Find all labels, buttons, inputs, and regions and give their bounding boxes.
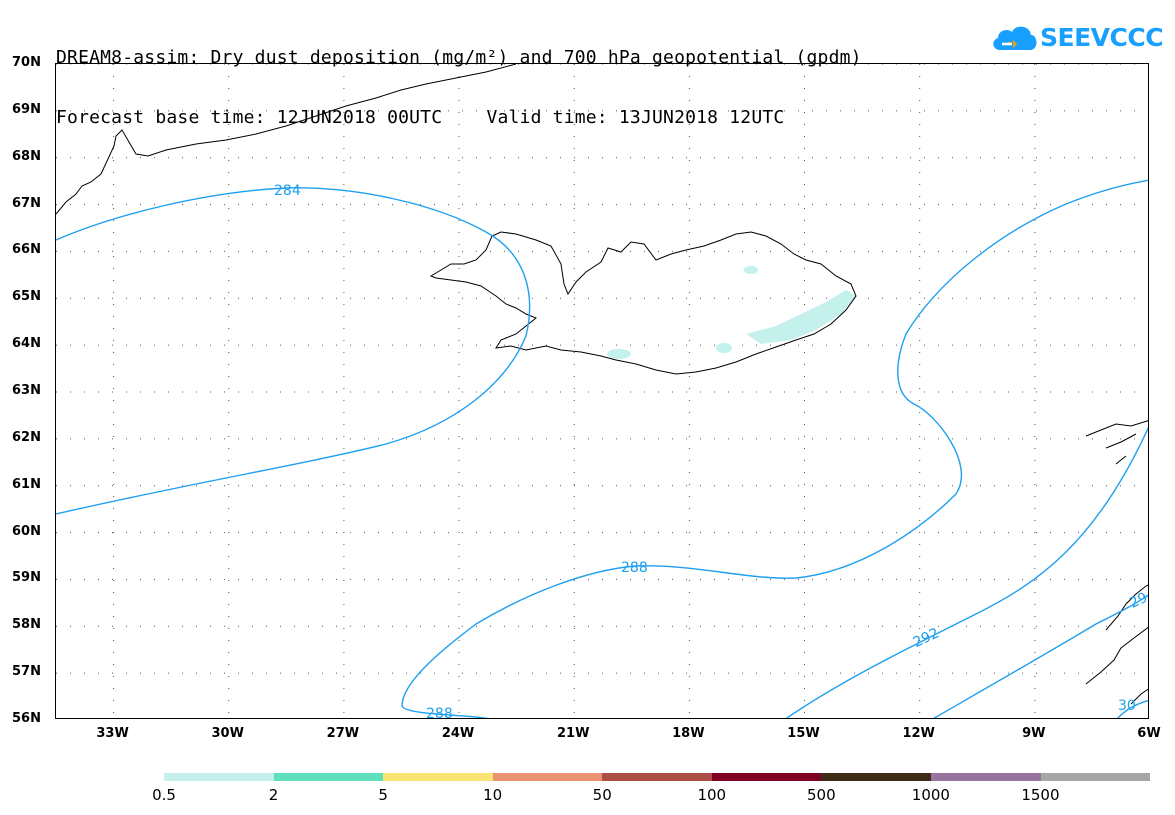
colorbar-label: 50	[592, 786, 612, 804]
lat-label: 60N	[12, 523, 41, 539]
seevccc-logo: SEEVCCC	[990, 20, 1164, 56]
colorbar-label: 5	[378, 786, 388, 804]
colorbar-label: 2	[268, 786, 279, 804]
contour-labels: 284 288 288 292 29 30	[274, 183, 1149, 719]
cloud-logo-icon	[993, 26, 1037, 50]
title-line-2: Forecast base time: 12JUN2018 00UTC Vali…	[56, 107, 785, 128]
lat-label: 56N	[12, 711, 41, 726]
lat-label: 70N	[12, 55, 41, 70]
contour-label-292: 292	[911, 625, 942, 651]
colorbar-segment	[164, 773, 274, 781]
lon-label: 15W	[787, 726, 820, 741]
title-line-1: DREAM8-assim: Dry dust deposition (mg/m²…	[56, 47, 862, 68]
lat-label: 64N	[12, 336, 41, 352]
lon-label: 18W	[672, 726, 705, 741]
logo-text: SEEVCCC	[1040, 23, 1164, 52]
map-canvas: 284 288 288 292 29 30	[56, 64, 1149, 719]
lon-label: 6W	[1137, 726, 1161, 741]
colorbar-segment	[602, 773, 712, 781]
lat-label: 65N	[12, 289, 41, 305]
lon-label: 9W	[1022, 726, 1046, 741]
lat-label: 68N	[12, 148, 41, 164]
contour-288-south	[401, 179, 1148, 718]
contour-label-284: 284	[274, 183, 301, 199]
lat-label: 63N	[12, 383, 41, 398]
lat-label: 69N	[12, 101, 41, 117]
dust-deposition-layer	[607, 266, 856, 359]
lon-label: 24W	[441, 726, 475, 741]
faroe-coast	[1085, 420, 1148, 465]
contour-296	[933, 594, 1148, 718]
lat-label: 59N	[12, 570, 41, 586]
lon-label: 12W	[902, 726, 935, 741]
graticule	[56, 64, 1148, 718]
contour-label-30x: 30	[1118, 698, 1136, 714]
lat-label: 61N	[12, 476, 41, 492]
colorbar-label: 500	[807, 786, 836, 804]
contour-300	[1116, 699, 1148, 718]
lat-label: 58N	[12, 617, 41, 633]
map-title: DREAM8-assim: Dry dust deposition (mg/m²…	[56, 8, 862, 148]
colorbar-label: 10	[483, 786, 503, 804]
lon-label: 21W	[556, 726, 590, 741]
lat-label: 62N	[12, 429, 41, 445]
contour-label-288-center: 288	[621, 560, 648, 576]
iceland-coast	[429, 231, 857, 375]
colorbar	[164, 773, 1151, 781]
colorbar-label: 1500	[1021, 786, 1060, 804]
dust-patch	[716, 343, 732, 353]
coastlines	[56, 64, 1148, 705]
lat-label: 57N	[12, 664, 41, 680]
colorbar-segment	[383, 773, 493, 781]
dust-patch	[746, 290, 856, 344]
contour-292	[785, 426, 1148, 718]
lon-label: 30W	[211, 726, 244, 741]
lat-label: 66N	[12, 242, 41, 258]
scotland-coast	[1085, 584, 1148, 705]
contour-label-29x: 29	[1127, 590, 1149, 612]
geopotential-contours	[56, 179, 1148, 718]
greenland-coast	[56, 64, 517, 215]
colorbar-segment	[273, 773, 384, 781]
lat-label: 67N	[12, 195, 41, 211]
colorbar-segment	[821, 773, 931, 781]
colorbar-label: 0.5	[152, 786, 176, 804]
colorbar-segment	[930, 773, 1041, 781]
contour-284	[56, 187, 531, 515]
contour-label-288-south: 288	[426, 706, 453, 719]
lon-label: 33W	[96, 726, 129, 741]
colorbar-label: 100	[697, 786, 727, 804]
dust-patch	[607, 349, 631, 359]
colorbar-label: 1000	[911, 786, 950, 804]
dust-patch	[744, 266, 758, 274]
colorbar-segment	[711, 773, 822, 781]
colorbar-segment	[1040, 773, 1151, 781]
lon-label: 27W	[326, 726, 360, 741]
map-area: 284 288 288 292 29 30	[55, 63, 1149, 719]
colorbar-segment	[492, 773, 603, 781]
